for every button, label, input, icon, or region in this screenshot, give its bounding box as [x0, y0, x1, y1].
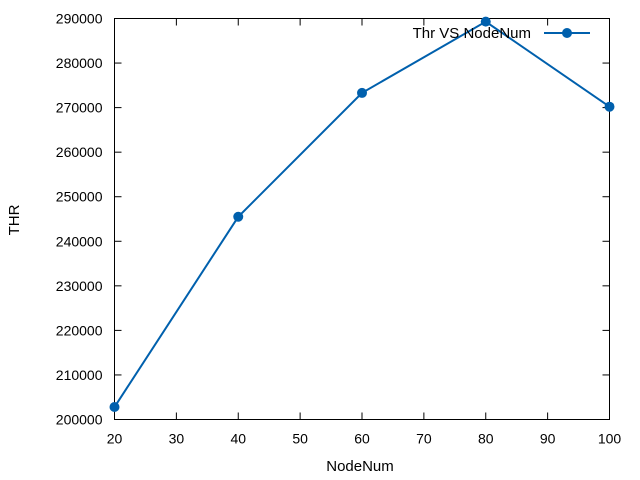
y-tick-label: 200000 — [56, 412, 103, 428]
data-point — [233, 211, 244, 222]
y-tick-label: 290000 — [56, 11, 103, 27]
x-tick-label: 40 — [230, 431, 246, 447]
x-tick-label: 50 — [292, 431, 308, 447]
y-tick-label: 260000 — [56, 144, 103, 160]
axis-ticks — [114, 18, 610, 420]
legend: Thr VS NodeNum — [413, 25, 590, 42]
x-tick-label: 80 — [478, 431, 494, 447]
x-axis-title: NodeNum — [326, 458, 394, 475]
x-tick-label: 20 — [107, 431, 123, 447]
x-tick-label: 90 — [540, 431, 556, 447]
y-tick-label: 230000 — [56, 278, 103, 294]
series-line — [113, 20, 611, 408]
axis-tick-labels: 20 30 40 50 60 70 80 90 100 200000 210000 220000 230… — [56, 11, 622, 447]
y-tick-label: 270000 — [56, 100, 103, 116]
legend-marker-swatch — [562, 28, 572, 38]
y-tick-label: 210000 — [56, 367, 103, 383]
series-layer — [109, 16, 615, 413]
data-point — [109, 402, 120, 413]
legend-label: Thr VS NodeNum — [413, 25, 531, 42]
x-tick-label: 100 — [598, 431, 622, 447]
y-tick-label: 250000 — [56, 189, 103, 205]
x-tick-label: 30 — [169, 431, 185, 447]
data-point — [357, 87, 367, 98]
y-tick-label: 240000 — [56, 233, 103, 249]
y-axis-title: THR — [6, 204, 23, 235]
y-tick-label: 220000 — [56, 322, 103, 338]
y-tick-label: 280000 — [56, 55, 103, 71]
data-point — [480, 16, 491, 27]
x-tick-label: 60 — [354, 431, 370, 447]
plot-frame — [114, 18, 610, 420]
x-tick-label: 70 — [416, 431, 432, 447]
data-point — [604, 101, 615, 112]
